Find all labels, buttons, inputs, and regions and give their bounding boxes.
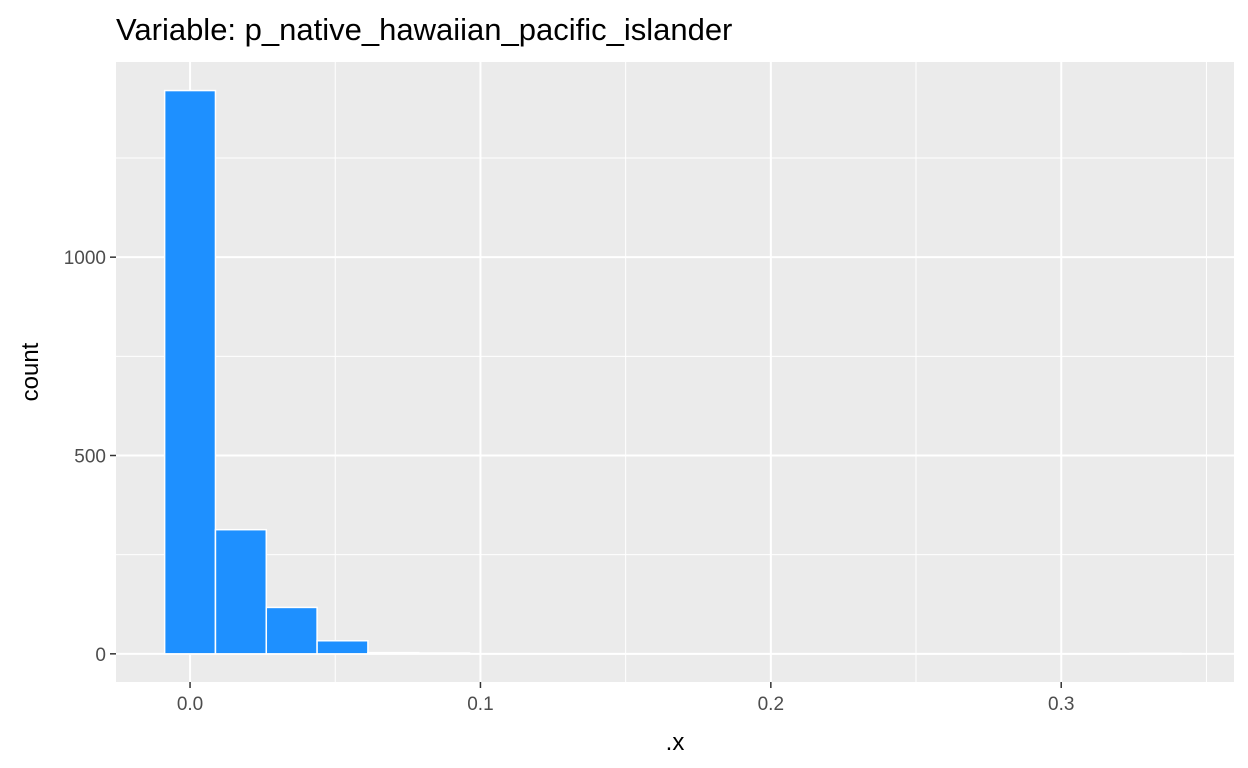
- x-tick-label: 0.0: [177, 694, 203, 715]
- grid-minor-lines: [116, 62, 1234, 682]
- x-axis: 0.0 0.1 0.2 0.3: [177, 682, 1074, 715]
- y-tick-label: 0: [95, 645, 106, 666]
- y-tick-label: 500: [74, 446, 106, 467]
- plot-panel: [116, 62, 1234, 682]
- x-axis-title: .x: [666, 729, 685, 756]
- histogram-bars: [163, 89, 1182, 655]
- histogram-bar-5: [417, 652, 471, 655]
- x-tick-label: 0.3: [1048, 694, 1074, 715]
- histogram-bar-3: [316, 639, 369, 655]
- y-axis-title: count: [17, 342, 44, 401]
- chart-title: Variable: p_native_hawaiian_pacific_isla…: [116, 12, 732, 47]
- x-tick-label: 0.2: [758, 694, 784, 715]
- histogram-bar-1: [214, 528, 268, 655]
- histogram-bar-4: [367, 651, 420, 655]
- histogram-bar-2: [265, 606, 318, 655]
- y-tick-label: 1000: [64, 248, 106, 269]
- y-axis: 0 500 1000: [64, 248, 116, 666]
- histogram-bar-0: [163, 89, 217, 655]
- x-tick-label: 0.1: [467, 694, 493, 715]
